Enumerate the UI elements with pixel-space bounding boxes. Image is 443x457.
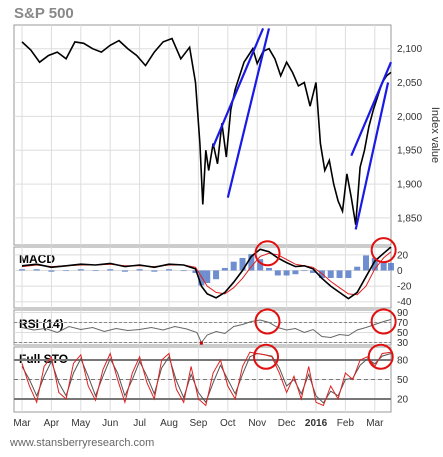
- macd-histogram-bar: [204, 270, 211, 283]
- x-tick-label: Nov: [248, 418, 266, 429]
- macd-histogram-bar: [371, 257, 378, 271]
- plot-layer: Mar Apr May Jun Jul Aug Sep Oct Nov Dec 2016 Feb Mar…: [13, 25, 422, 429]
- macd-histogram-bar: [301, 270, 308, 272]
- highlight-circle: [370, 237, 397, 264]
- rsi-line: [21, 319, 392, 344]
- macd-y-tick-label: 20: [397, 250, 409, 261]
- macd-histogram-bar: [166, 269, 173, 271]
- rsi-y-tick-label: 50: [397, 328, 409, 339]
- rsi-panel-frame: [13, 309, 392, 346]
- x-tick-label: Dec: [278, 418, 296, 429]
- trendline: [212, 27, 265, 148]
- rsi-y-tick-label: 30: [397, 338, 409, 349]
- trendline: [350, 61, 393, 157]
- macd-y-tick-label: 0: [397, 266, 403, 277]
- macd-y-tick-label: -20: [397, 282, 412, 293]
- macd-histogram-bar: [363, 255, 370, 271]
- macd-histogram-bar: [221, 267, 228, 271]
- macd-histogram-bar: [230, 261, 237, 271]
- macd-histogram-bar: [63, 270, 70, 272]
- macd-histogram-bar: [107, 269, 114, 271]
- macd-histogram-bar: [265, 267, 272, 271]
- macd-label: MACD: [19, 252, 55, 266]
- highlight-circle: [254, 308, 281, 335]
- price-y-tick-label: 2,000: [397, 112, 422, 123]
- x-tick-label: Feb: [337, 418, 355, 429]
- macd-histogram-bar: [274, 270, 281, 276]
- macd-histogram-bar: [180, 270, 187, 272]
- sto-y-tick-label: 20: [397, 395, 409, 406]
- trendline: [354, 82, 390, 230]
- x-tick-label: Apr: [44, 418, 60, 429]
- macd-histogram-bar: [77, 269, 84, 271]
- macd-histogram-bar: [336, 270, 343, 278]
- x-tick-label: May: [71, 418, 90, 429]
- panel-frames: [13, 24, 392, 413]
- sto-y-tick-label: 80: [397, 356, 409, 367]
- macd-histogram-bar: [33, 269, 40, 271]
- macd-histogram-bar: [151, 270, 158, 272]
- macd-histogram-bar: [380, 262, 387, 271]
- macd-histogram-bar: [354, 266, 361, 271]
- price-panel-frame: [13, 24, 392, 246]
- macd-histogram-bar: [388, 262, 394, 271]
- x-tick-label: Aug: [160, 418, 178, 429]
- rsi-y-tick-label: 90: [397, 308, 409, 319]
- macd-histogram-bar: [48, 270, 55, 272]
- macd-histogram-bar: [248, 254, 255, 271]
- x-tick-label: Sep: [190, 418, 208, 429]
- x-tick-label: Mar: [13, 418, 31, 429]
- chart-title: S&P 500: [14, 5, 74, 22]
- price-y-tick-label: 1,900: [397, 180, 422, 191]
- y-axis-label: Index value: [429, 107, 441, 163]
- macd-histogram-bar: [345, 270, 352, 278]
- macd-histogram-bar: [292, 270, 299, 275]
- macd-histogram-bar: [213, 270, 220, 280]
- macd-histogram-bar: [121, 270, 128, 272]
- rsi-y-tick-label: 70: [397, 318, 409, 329]
- x-tick-label: Jul: [133, 418, 146, 429]
- sto-k-line: [21, 351, 392, 407]
- rsi-oversold-marker: [199, 341, 203, 345]
- price-y-tick-label: 2,100: [397, 44, 422, 55]
- macd-histogram-bar: [19, 269, 25, 271]
- trendline: [226, 28, 271, 198]
- price-line: [21, 37, 392, 225]
- price-y-tick-label: 1,850: [397, 213, 422, 224]
- x-tick-label: Oct: [220, 418, 236, 429]
- watermark: www.stansberryresearch.com: [9, 437, 154, 449]
- macd-histogram-bar: [192, 270, 199, 273]
- highlight-circle: [254, 240, 281, 267]
- rsi-label: RSI (14): [19, 317, 64, 331]
- x-tick-label: 2016: [305, 418, 328, 429]
- highlight-circle: [367, 343, 394, 370]
- highlight-circle: [253, 343, 280, 370]
- macd-histogram-bar: [283, 270, 290, 276]
- macd-histogram-bar: [327, 270, 334, 278]
- macd-histogram-bar: [136, 269, 143, 271]
- price-y-tick-label: 2,050: [397, 78, 422, 89]
- sto-y-tick-label: 50: [397, 375, 409, 386]
- x-tick-label: Mar: [366, 418, 384, 429]
- highlight-circle: [370, 308, 397, 335]
- price-y-tick-label: 1,950: [397, 146, 422, 157]
- macd-y-tick-label: -40: [397, 297, 412, 308]
- macd-histogram-bar: [92, 270, 99, 272]
- macd-histogram-bar: [239, 257, 246, 271]
- x-tick-label: Jun: [102, 418, 118, 429]
- macd-line: [21, 246, 392, 300]
- macd-histogram-bar: [257, 259, 264, 271]
- macd-histogram-bar: [310, 270, 317, 273]
- macd-histogram-bar: [198, 270, 205, 286]
